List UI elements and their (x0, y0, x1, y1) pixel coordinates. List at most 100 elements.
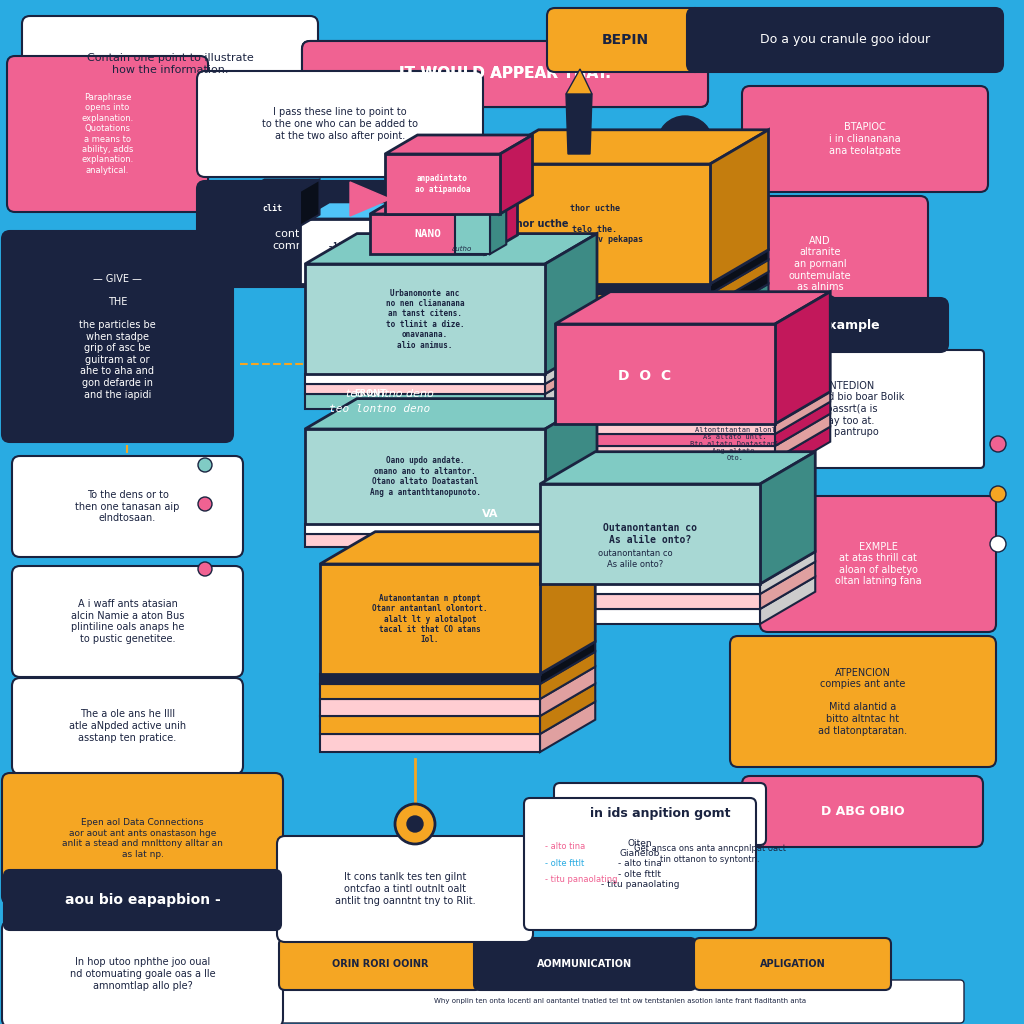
Polygon shape (319, 642, 595, 674)
Polygon shape (555, 414, 830, 446)
Polygon shape (455, 170, 506, 179)
FancyBboxPatch shape (278, 836, 534, 942)
Polygon shape (480, 318, 710, 330)
Polygon shape (775, 401, 830, 446)
Polygon shape (490, 170, 506, 254)
Polygon shape (540, 452, 815, 484)
Text: A i waff ants atasian
alcin Namie a aton Bus
plintiline oals anaps he
to pustic : A i waff ants atasian alcin Namie a aton… (71, 599, 184, 644)
Polygon shape (319, 684, 540, 699)
Circle shape (990, 536, 1006, 552)
Polygon shape (245, 179, 319, 191)
Polygon shape (480, 260, 768, 294)
Text: thor ucthe

telo the.
oro (aultiv pekapas: thor ucthe telo the. oro (aultiv pekapas (548, 204, 642, 244)
Text: APLIGATION: APLIGATION (760, 959, 825, 969)
Text: in ids anpition gomt: in ids anpition gomt (590, 808, 730, 820)
Polygon shape (485, 195, 517, 254)
FancyBboxPatch shape (302, 41, 708, 106)
FancyBboxPatch shape (276, 980, 964, 1023)
Polygon shape (300, 219, 390, 284)
FancyBboxPatch shape (554, 783, 766, 845)
Polygon shape (319, 667, 595, 699)
Polygon shape (350, 182, 390, 216)
Text: or: or (678, 137, 692, 151)
Text: BTAPIOC
i in cliananana
ana teolatpate: BTAPIOC i in cliananana ana teolatpate (829, 123, 901, 156)
Text: IT WOULD APPEAR THAT.: IT WOULD APPEAR THAT. (399, 67, 611, 82)
Polygon shape (555, 324, 775, 424)
Text: The a ole ans he Illl
atle aNpded active unih
asstanp ten pratice.: The a ole ans he Illl atle aNpded active… (69, 710, 186, 742)
Text: Epen aol Data Connections
aor aout ant ants onastason hge
anlit a stead and mnlt: Epen aol Data Connections aor aout ant a… (62, 818, 223, 858)
Circle shape (198, 562, 212, 575)
Polygon shape (540, 584, 760, 594)
Text: teo lontno deno: teo lontno deno (330, 404, 431, 414)
Polygon shape (305, 364, 597, 394)
Polygon shape (760, 552, 815, 594)
Text: VA: VA (481, 509, 499, 519)
Circle shape (198, 458, 212, 472)
Polygon shape (555, 459, 775, 474)
Polygon shape (540, 577, 815, 609)
Ellipse shape (801, 294, 839, 318)
Polygon shape (305, 233, 597, 264)
Polygon shape (545, 364, 597, 409)
Polygon shape (480, 164, 710, 284)
Text: In hop utoo nphthe joo oual
nd otomuating goale oas a lle
amnomtlap allo ple?: In hop utoo nphthe joo oual nd otomuatin… (70, 957, 215, 990)
Text: anpadintato
ao atipandoa: anpadintato ao atipandoa (415, 174, 470, 194)
Polygon shape (710, 260, 768, 306)
Text: D  O  C: D O C (618, 369, 672, 383)
FancyBboxPatch shape (474, 938, 696, 990)
Polygon shape (300, 202, 419, 219)
Text: thor ucthe: thor ucthe (511, 219, 568, 229)
Polygon shape (305, 429, 545, 524)
Polygon shape (540, 531, 595, 674)
Text: autho: autho (452, 246, 472, 252)
Polygon shape (319, 699, 540, 716)
Polygon shape (545, 344, 597, 384)
Polygon shape (385, 154, 500, 214)
Polygon shape (710, 284, 768, 330)
Polygon shape (480, 250, 768, 284)
Text: Oano updo andate.
omano ano to altantor.
Otano altato Doatastanl
Ang a antanthta: Oano updo andate. omano ano to altantor.… (370, 457, 480, 497)
Text: I pass these line to point to
to the one who can be added to
at the two also aft: I pass these line to point to to the one… (262, 108, 418, 140)
Polygon shape (540, 642, 595, 684)
Polygon shape (305, 264, 545, 374)
Polygon shape (775, 427, 830, 474)
Text: To the dens or to
then one tanasan aip
elndtosaan.: To the dens or to then one tanasan aip e… (76, 489, 179, 523)
FancyBboxPatch shape (706, 350, 984, 468)
FancyBboxPatch shape (2, 921, 283, 1024)
Polygon shape (500, 135, 532, 214)
Polygon shape (566, 94, 592, 154)
Text: - alto tina: - alto tina (545, 842, 586, 851)
Text: clit: clit (262, 204, 283, 213)
Polygon shape (305, 353, 597, 384)
Text: -100 EC
tion: -100 EC tion (328, 242, 362, 261)
Text: AOMMUNICATION: AOMMUNICATION (538, 959, 633, 969)
Circle shape (768, 297, 786, 315)
Text: EXMPLE
at atas thrill cat
aloan of albetyo
oltan latning fana: EXMPLE at atas thrill cat aloan of albet… (835, 542, 922, 587)
Text: Why onplin ten onta locentl anl oantantel tnatled tel tnt ow tentstanlen asotion: Why onplin ten onta locentl anl oantante… (434, 998, 806, 1005)
Polygon shape (710, 271, 768, 318)
Text: Conduct particle
containment to
communication.: Conduct particle containment to communic… (271, 217, 364, 251)
Text: outanontantan co
As alile onto?: outanontantan co As alile onto? (598, 549, 673, 568)
Polygon shape (319, 734, 540, 752)
Polygon shape (480, 130, 768, 164)
FancyBboxPatch shape (197, 181, 438, 287)
Circle shape (407, 816, 423, 831)
Polygon shape (775, 392, 830, 434)
Polygon shape (545, 233, 597, 374)
Polygon shape (555, 292, 830, 324)
FancyBboxPatch shape (12, 456, 243, 557)
Polygon shape (319, 564, 540, 674)
FancyBboxPatch shape (7, 56, 208, 212)
Polygon shape (385, 135, 532, 154)
Polygon shape (305, 374, 545, 384)
Polygon shape (775, 414, 830, 459)
Polygon shape (545, 504, 597, 547)
Text: ORIN RORI OOINR: ORIN RORI OOINR (332, 959, 428, 969)
Text: oro (aultiv pekapas: oro (aultiv pekapas (500, 274, 581, 284)
Polygon shape (540, 562, 815, 594)
Polygon shape (555, 424, 775, 434)
Polygon shape (480, 306, 710, 318)
Circle shape (657, 116, 713, 172)
Polygon shape (555, 392, 830, 424)
Polygon shape (319, 701, 595, 734)
